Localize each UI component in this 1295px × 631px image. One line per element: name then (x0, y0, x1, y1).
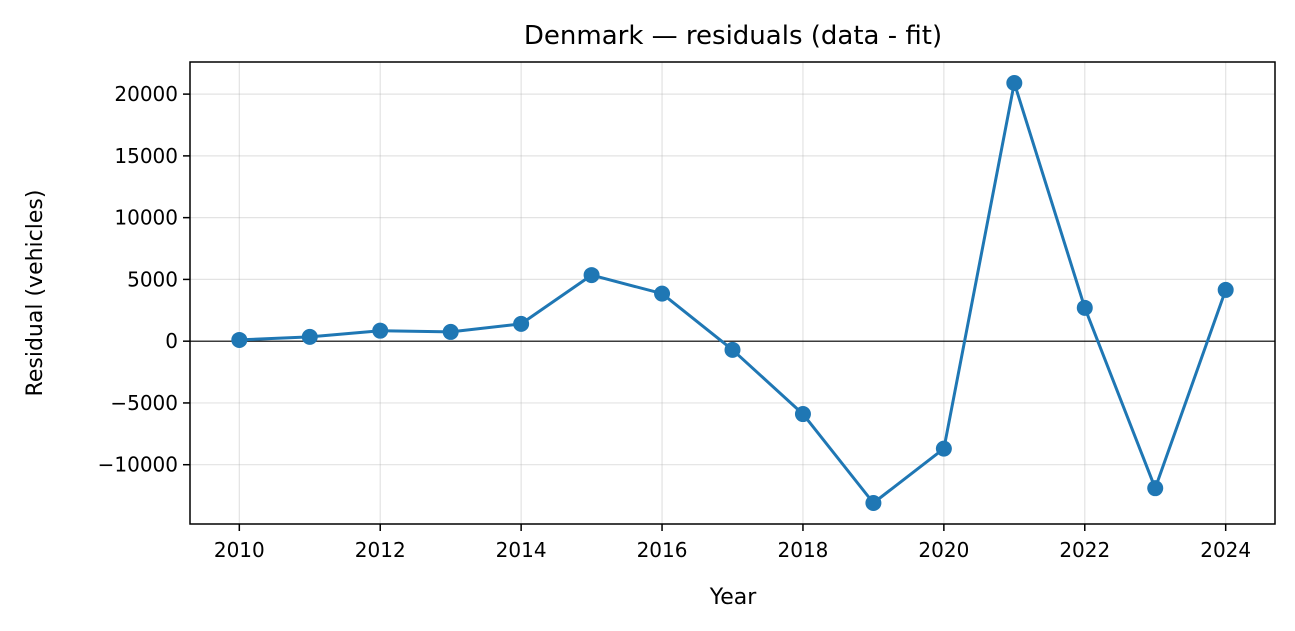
data-point (794, 406, 811, 423)
y-tick-label: 0 (165, 329, 178, 353)
grid-layer (190, 62, 1275, 524)
x-tick-label: 2024 (1200, 538, 1251, 562)
y-tick-label: −10000 (98, 453, 178, 477)
data-point (372, 322, 389, 339)
series-line (239, 81, 1228, 505)
data-point (1147, 480, 1164, 497)
data-point (301, 328, 318, 345)
data-point (654, 285, 671, 302)
x-tick-label: 2016 (637, 538, 688, 562)
data-point (865, 495, 882, 511)
y-tick-label: −5000 (110, 391, 178, 415)
x-tick-label: 2012 (355, 538, 406, 562)
y-tick-label: 15000 (114, 144, 178, 168)
y-tick-label: 10000 (114, 206, 178, 230)
x-tick-label: 2018 (778, 538, 829, 562)
ticks-layer: 2010 2012 2014 2016 2018 2020 2022 2024 −10000 −5… (98, 82, 1252, 562)
x-tick-label: 2020 (918, 538, 969, 562)
plot-frame (189, 61, 1276, 525)
data-point (231, 331, 248, 348)
chart-title: Denmark — residuals (data - fit) (524, 21, 942, 51)
x-tick-label: 2022 (1059, 538, 1110, 562)
data-point (583, 267, 600, 284)
data-point (1006, 75, 1023, 91)
data-point (442, 323, 459, 340)
data-point (1076, 299, 1093, 316)
series-layer (231, 75, 1234, 511)
y-tick-label: 5000 (127, 267, 178, 291)
data-point (513, 315, 530, 332)
x-tick-label: 2010 (214, 538, 265, 562)
data-point (1217, 281, 1234, 298)
data-point (724, 341, 741, 358)
y-axis-label: Residual (vehicles) (23, 190, 48, 397)
y-tick-label: 20000 (114, 82, 178, 106)
x-tick-label: 2014 (496, 538, 547, 562)
x-axis-label: Year (709, 585, 758, 610)
data-point (935, 440, 952, 457)
